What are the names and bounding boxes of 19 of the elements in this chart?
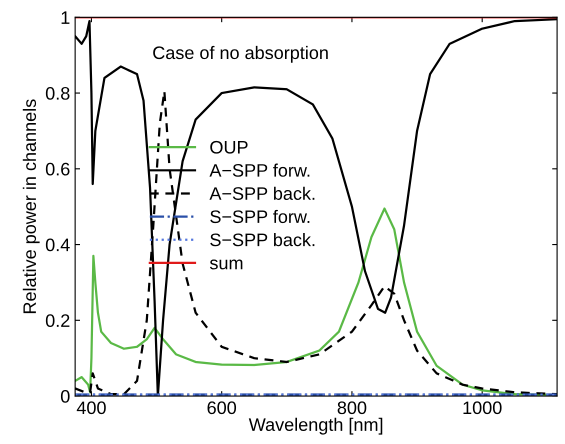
x-tick-label: 400 — [76, 401, 106, 414]
legend-label: S−SPP forw. — [210, 210, 310, 224]
x-axis-title: Wavelength [nm] — [248, 418, 382, 435]
legend-label: A−SPP back. — [209, 186, 314, 200]
y-tick-label: 0 — [60, 390, 70, 403]
legend-label: S−SPP back. — [210, 232, 314, 246]
y-tick-label: 0.2 — [46, 314, 70, 328]
x-tick-label: 800 — [338, 401, 366, 414]
y-tick-label: 0.8 — [46, 86, 70, 100]
y-tick-label: 1 — [62, 11, 70, 24]
x-tick-label: 1000 — [463, 401, 502, 414]
legend-label: sum — [210, 260, 242, 270]
y-tick-label: 0.4 — [46, 238, 70, 252]
x-tick-label: 600 — [208, 401, 236, 414]
y-tick-label: 0.6 — [46, 162, 70, 176]
annotation: Case of no absorption — [153, 46, 328, 63]
legend-label: A−SPP forw. — [209, 164, 310, 177]
y-axis-title: Relative power in channels — [22, 99, 40, 314]
legend-label: OUP — [210, 140, 248, 154]
